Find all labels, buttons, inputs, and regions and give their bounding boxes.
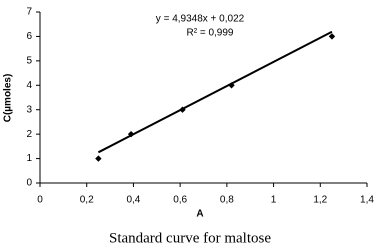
trendline-equation: y = 4,9348x + 0,022	[156, 14, 245, 25]
trendline	[97, 30, 333, 154]
x-tick-label: 0,6	[173, 195, 187, 206]
y-tick-label: 3	[26, 104, 32, 115]
x-tick-label: 0,4	[126, 195, 140, 206]
data-point	[228, 82, 235, 89]
data-point	[95, 155, 102, 162]
x-tick-label: 1	[271, 195, 277, 206]
data-point	[127, 130, 135, 138]
data-point	[328, 33, 336, 40]
x-tick-label: 0,2	[80, 195, 94, 206]
y-tick-label: 7	[26, 7, 32, 18]
y-tick-label: 0	[26, 178, 32, 189]
x-tick-label: 0	[37, 195, 43, 206]
y-tick-label: 2	[26, 129, 32, 140]
x-tick-label: 1,4	[360, 195, 374, 206]
x-tick-label: 0,8	[220, 195, 234, 206]
x-axis-label: A	[196, 209, 203, 220]
caption: Standard curve for maltose	[109, 230, 271, 246]
x-tick-label: 1,2	[313, 195, 327, 206]
data-point	[179, 106, 186, 113]
y-tick-label: 6	[26, 31, 32, 42]
r-squared: R² = 0,999	[187, 28, 234, 39]
y-axis-label: C(µmoles)	[3, 74, 14, 123]
y-tick-label: 1	[26, 153, 32, 164]
y-tick-label: 4	[26, 80, 32, 91]
y-tick-label: 5	[26, 55, 32, 66]
